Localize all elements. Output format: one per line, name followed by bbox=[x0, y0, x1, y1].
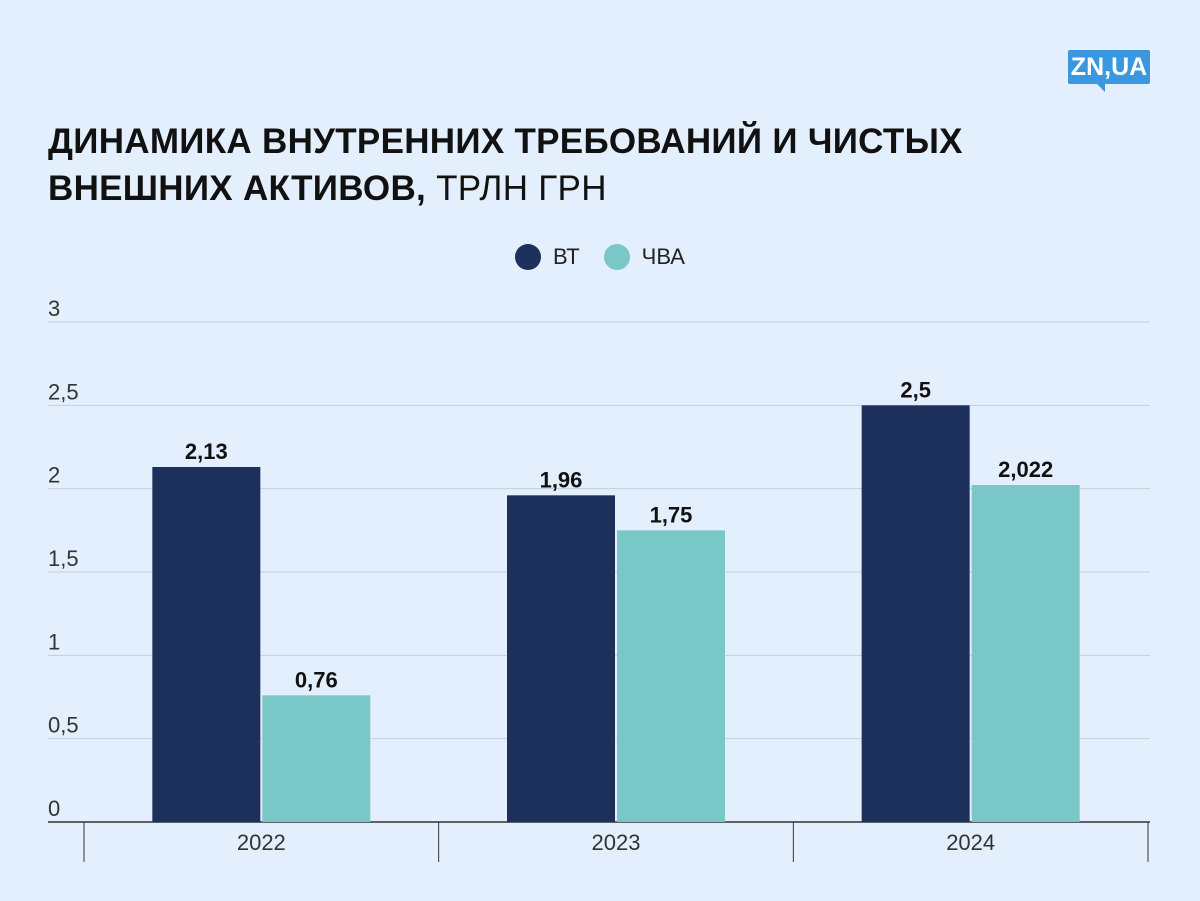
bar-ВТ-2023 bbox=[507, 495, 615, 822]
legend-label-cva: ЧВА bbox=[641, 244, 685, 269]
brand-logo-tail bbox=[1096, 83, 1105, 92]
y-tick-label: 2 bbox=[48, 463, 60, 488]
chart-title-unit: ТРЛН ГРН bbox=[436, 169, 607, 208]
bar-ЧВА-2022 bbox=[262, 695, 371, 822]
y-tick-label: 0,5 bbox=[48, 713, 79, 738]
data-label: 0,76 bbox=[295, 667, 338, 692]
bar-ЧВА-2024 bbox=[971, 485, 1080, 822]
legend-label-vt: ВТ bbox=[553, 244, 580, 269]
y-tick-label: 0 bbox=[48, 796, 60, 821]
legend-swatch-cva bbox=[603, 244, 630, 270]
bar-ЧВА-2023 bbox=[617, 530, 725, 822]
x-tick-label: 2023 bbox=[592, 830, 641, 855]
legend-item-vt: ВТ bbox=[515, 244, 580, 270]
chart-legend: ВТ ЧВА bbox=[0, 240, 1200, 274]
legend-item-cva: ЧВА bbox=[603, 244, 685, 270]
x-tick-label: 2024 bbox=[946, 830, 995, 855]
brand-logo[interactable]: ZN,UA bbox=[1068, 50, 1150, 84]
brand-logo-text: ZN,UA bbox=[1070, 52, 1148, 81]
x-tick-label: 2022 bbox=[237, 830, 286, 855]
data-label: 2,5 bbox=[900, 377, 931, 402]
chart-title: ДИНАМИКА ВНУТРЕННИХ ТРЕБОВАНИЙ И ЧИСТЫХ … bbox=[48, 118, 1048, 212]
bar-ВТ-2022 bbox=[152, 467, 261, 822]
y-tick-label: 1 bbox=[48, 629, 60, 654]
y-tick-label: 2,5 bbox=[48, 379, 79, 404]
bar-ВТ-2024 bbox=[861, 405, 970, 822]
chart-title-main: ДИНАМИКА ВНУТРЕННИХ ТРЕБОВАНИЙ И ЧИСТЫХ … bbox=[48, 122, 963, 208]
legend-swatch-vt bbox=[515, 244, 542, 270]
y-tick-label: 1,5 bbox=[48, 546, 79, 571]
data-label: 2,13 bbox=[185, 439, 228, 464]
data-label: 1,75 bbox=[650, 502, 693, 527]
data-label: 1,96 bbox=[540, 467, 583, 492]
y-tick-label: 3 bbox=[48, 296, 60, 321]
data-label: 2,022 bbox=[998, 457, 1053, 482]
